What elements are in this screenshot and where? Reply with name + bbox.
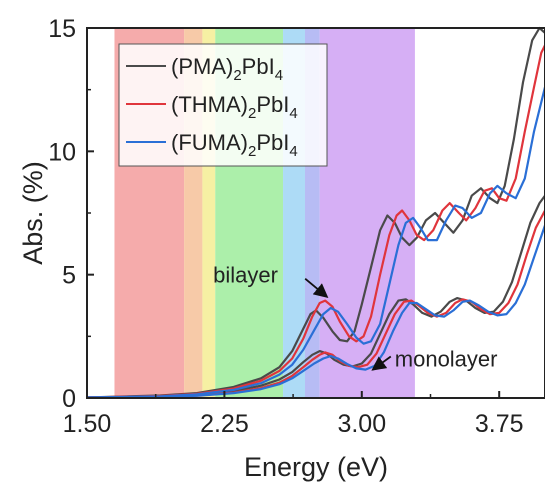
y-tick-label: 5 [62, 262, 76, 290]
y-tick-label: 0 [62, 385, 76, 413]
y-tick-label: 10 [48, 138, 76, 166]
x-tick-label: 2.25 [200, 410, 249, 438]
annotation-monolayer: monolayer [395, 347, 498, 372]
y-tick-label: 15 [48, 15, 76, 43]
x-axis-title: Energy (eV) [244, 452, 388, 482]
x-tick-label: 3.75 [475, 410, 524, 438]
y-axis-title: Abs. (%) [18, 161, 48, 265]
annotation-bilayer: bilayer [213, 263, 278, 288]
x-tick-label: 1.50 [63, 410, 112, 438]
legend: (PMA)2PbI4 (THMA)2PbI4 (FUMA)2PbI4 [119, 44, 327, 166]
x-tick-label: 3.00 [337, 410, 386, 438]
